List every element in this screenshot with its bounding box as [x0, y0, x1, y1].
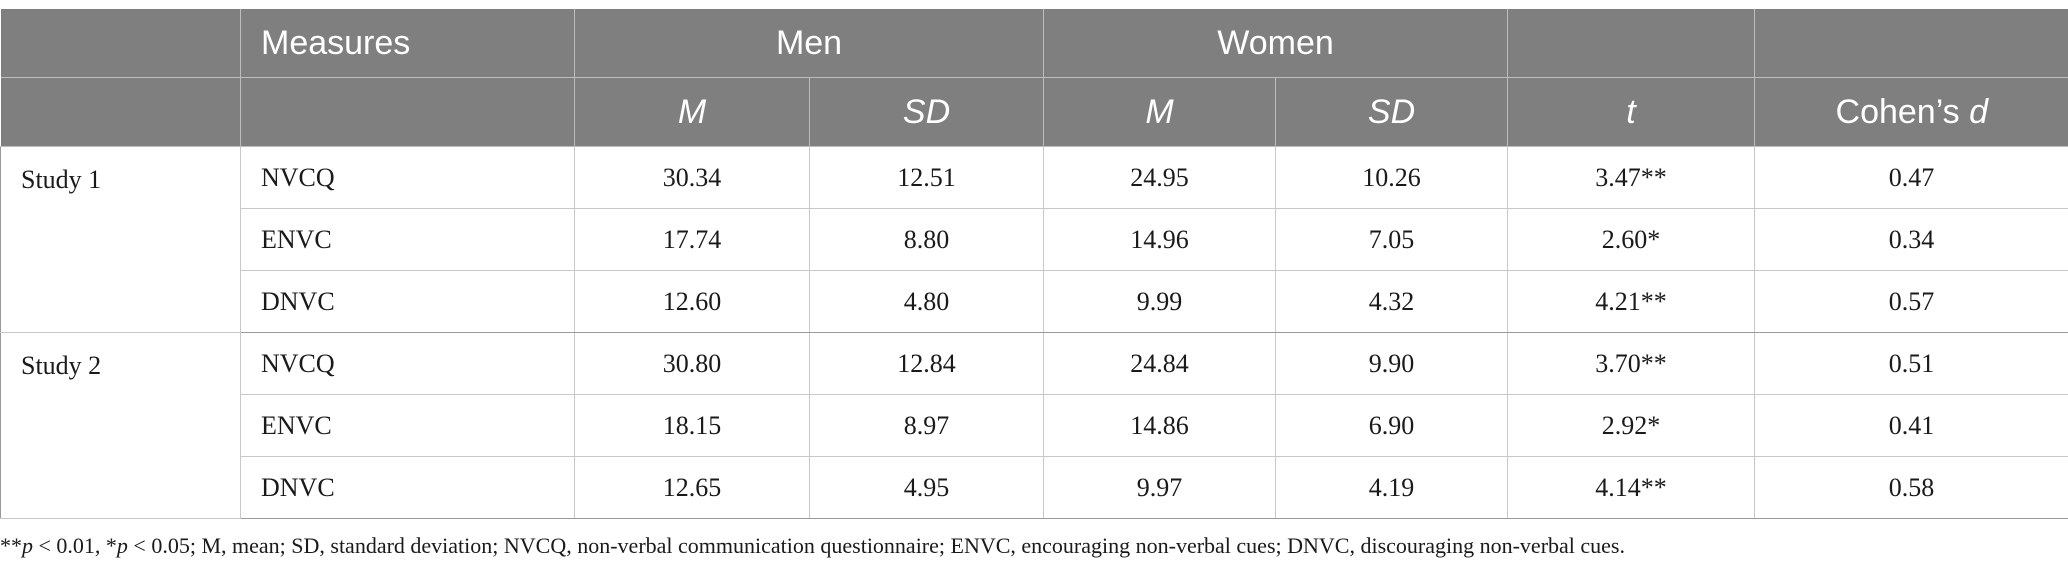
table-row: Study 2 NVCQ 30.80 12.84 24.84 9.90 3.70… [0, 332, 2068, 519]
women-m-cell: 9.97 [1043, 456, 1277, 519]
t-cell: 3.70** [1507, 332, 1756, 395]
women-sd-cell: 4.32 [1275, 270, 1509, 333]
results-table-container: Measures Men Women M SD M SD t Cohen’s d… [0, 9, 2068, 519]
header-t: t [1507, 77, 1756, 147]
header-row-1: Measures Men Women [0, 9, 2068, 78]
footnote-text-1: < 0.01, * [33, 533, 117, 558]
women-m-cell: 9.99 [1043, 270, 1277, 333]
men-sd-cell: 12.84 [809, 332, 1045, 395]
women-m-cell: 14.96 [1043, 208, 1277, 271]
t-cell: 4.14** [1507, 456, 1756, 519]
women-sd-cell: 9.90 [1275, 332, 1509, 395]
measure-cell: ENVC [240, 394, 575, 457]
measure-cell: ENVC [240, 208, 575, 271]
table-row: DNVC 12.65 4.95 9.97 4.19 4.14** 0.58 [1, 456, 2068, 519]
t-cell: 2.92* [1507, 394, 1756, 457]
men-m-cell: 30.34 [574, 146, 810, 209]
study-label: Study 2 [0, 332, 241, 519]
men-m-cell: 30.80 [574, 332, 810, 395]
header-empty-d [1754, 9, 2068, 78]
cohens-d-cell: 0.47 [1754, 146, 2068, 209]
table-row: Study 1 NVCQ 30.34 12.51 24.95 10.26 3.4… [0, 146, 2068, 333]
header-empty-measures-2 [240, 77, 575, 147]
header-cohens-d-letter: d [1969, 92, 1989, 131]
header-women-sd: SD [1275, 77, 1509, 147]
men-m-cell: 12.60 [574, 270, 810, 333]
t-cell: 3.47** [1507, 146, 1756, 209]
table-row: DNVC 12.60 4.80 9.99 4.32 4.21** 0.57 [1, 270, 2068, 333]
men-sd-cell: 4.80 [809, 270, 1045, 333]
women-sd-cell: 4.19 [1275, 456, 1509, 519]
cohens-d-cell: 0.41 [1754, 394, 2068, 457]
header-cohens-d: Cohen’s d [1754, 77, 2068, 147]
footnote-stars: ** [0, 533, 22, 558]
header-men: Men [574, 9, 1045, 78]
cohens-d-cell: 0.57 [1754, 270, 2068, 333]
women-sd-cell: 6.90 [1275, 394, 1509, 457]
men-sd-cell: 8.97 [809, 394, 1045, 457]
measure-cell: DNVC [240, 456, 575, 519]
women-m-cell: 24.95 [1043, 146, 1277, 209]
footnote-p-1: p [22, 533, 33, 558]
header-men-m: M [574, 77, 810, 147]
study-label: Study 1 [0, 146, 241, 333]
results-table: Measures Men Women M SD M SD t Cohen’s d… [0, 9, 2068, 519]
table-row: ENVC 17.74 8.80 14.96 7.05 2.60* 0.34 [1, 208, 2068, 271]
header-cohens-prefix: Cohen’s [1835, 92, 1970, 131]
women-sd-cell: 10.26 [1275, 146, 1509, 209]
table-row: ENVC 18.15 8.97 14.86 6.90 2.92* 0.41 [1, 394, 2068, 457]
header-women: Women [1043, 9, 1509, 78]
cohens-d-cell: 0.51 [1754, 332, 2068, 395]
header-empty-study [0, 9, 241, 78]
header-women-m: M [1043, 77, 1277, 147]
measure-cell: DNVC [240, 270, 575, 333]
cohens-d-cell: 0.58 [1754, 456, 2068, 519]
footnote-p-2: p [116, 533, 128, 558]
header-measures: Measures [240, 9, 575, 78]
measure-cell: NVCQ [240, 332, 575, 395]
footnote-text-2: < 0.05; M, mean; SD, standard deviation;… [127, 533, 1625, 558]
measure-cell: NVCQ [240, 146, 575, 209]
header-row-2: M SD M SD t Cohen’s d [0, 77, 2068, 147]
men-sd-cell: 8.80 [809, 208, 1045, 271]
men-m-cell: 18.15 [574, 394, 810, 457]
t-cell: 2.60* [1507, 208, 1756, 271]
men-m-cell: 17.74 [574, 208, 810, 271]
cohens-d-cell: 0.34 [1754, 208, 2068, 271]
men-m-cell: 12.65 [574, 456, 810, 519]
header-empty-t [1507, 9, 1756, 78]
t-cell: 4.21** [1507, 270, 1756, 333]
men-sd-cell: 12.51 [809, 146, 1045, 209]
header-empty-study-2 [0, 77, 241, 147]
table-footnote: **p < 0.01, *p < 0.05; M, mean; SD, stan… [0, 533, 1625, 559]
women-m-cell: 24.84 [1043, 332, 1277, 395]
men-sd-cell: 4.95 [809, 456, 1045, 519]
women-m-cell: 14.86 [1043, 394, 1277, 457]
header-men-sd: SD [809, 77, 1045, 147]
women-sd-cell: 7.05 [1275, 208, 1509, 271]
